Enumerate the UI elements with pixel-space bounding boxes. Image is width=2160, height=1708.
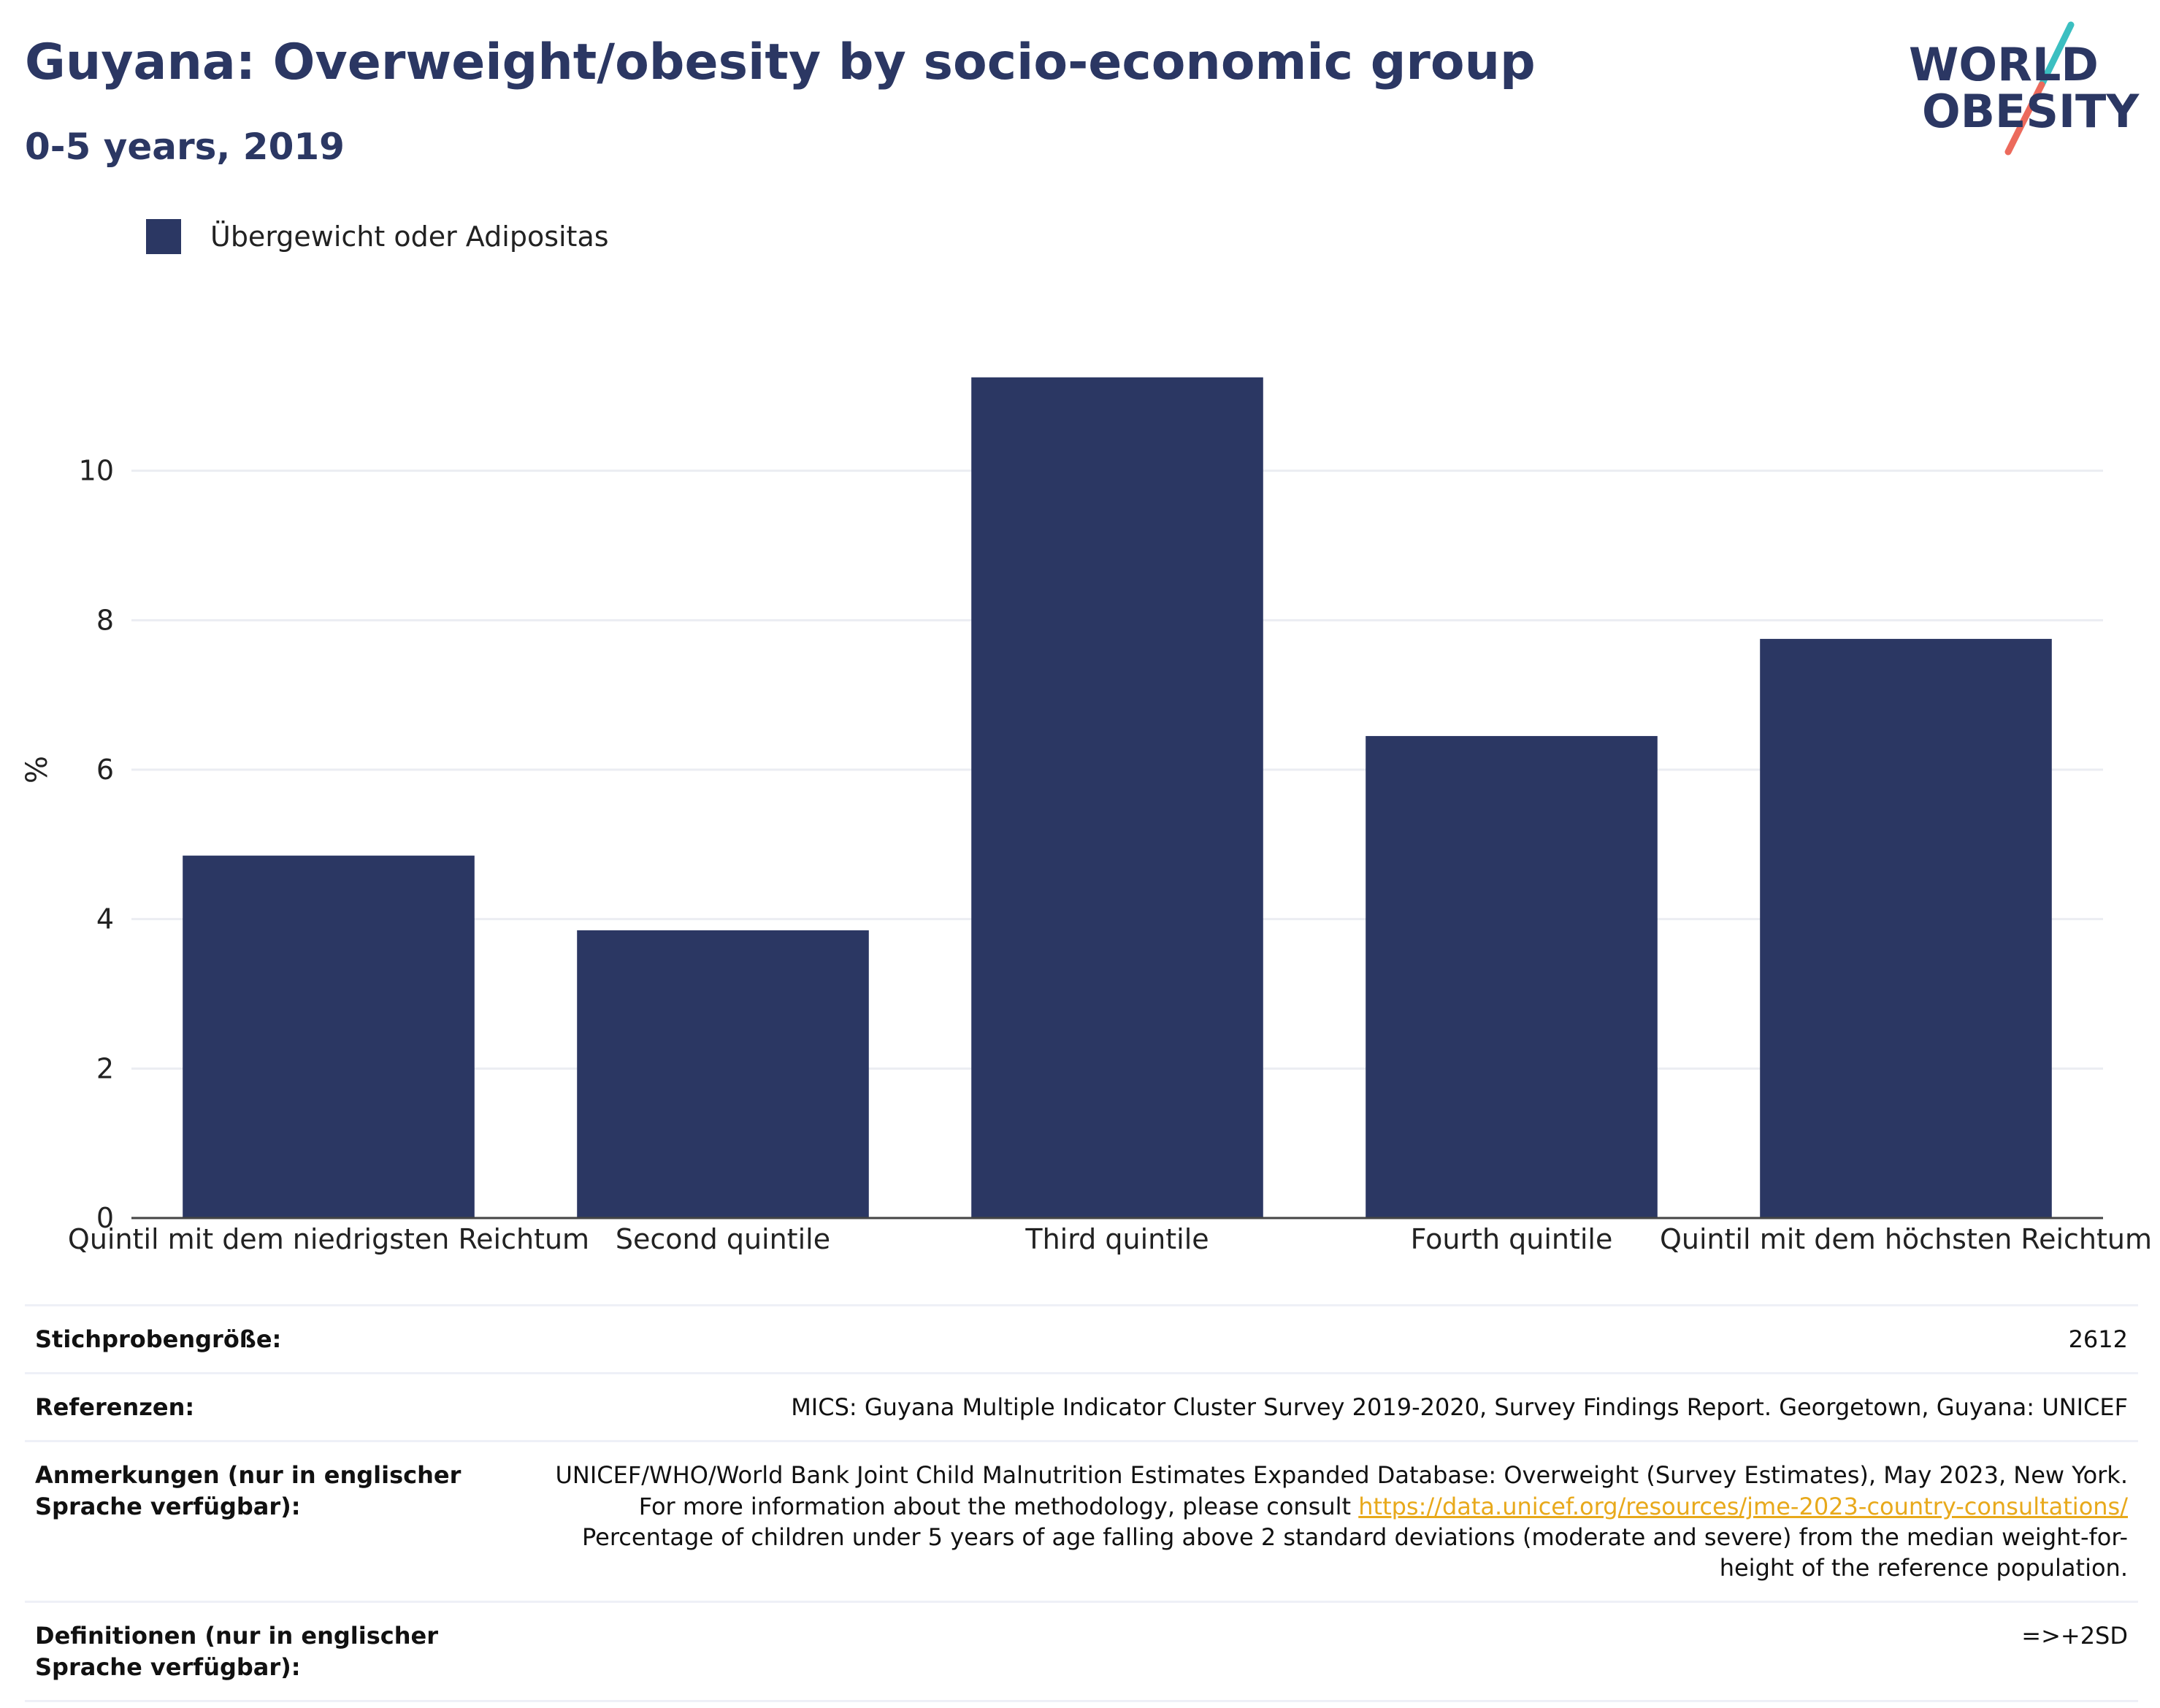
chart-title: Guyana: Overweight/obesity by socio-econ… xyxy=(25,34,1536,91)
x-tick-label: Fourth quintile xyxy=(1411,1223,1613,1255)
y-tick-labels: 0 2 4 6 8 10 xyxy=(79,455,114,1234)
notes-label: Anmerkungen (nur in englischer Sprache v… xyxy=(35,1461,462,1520)
bar[interactable] xyxy=(1366,735,1658,1218)
bar[interactable] xyxy=(971,377,1263,1218)
sample-size-value: 2612 xyxy=(2068,1325,2128,1353)
legend-label: Übergewicht oder Adipositas xyxy=(210,221,609,253)
x-tick-label: Quintil mit dem niedrigsten Reichtum xyxy=(68,1223,589,1255)
world-obesity-logo: WORLD OBESITY xyxy=(1909,21,2140,156)
notes-text-1: UNICEF/WHO/World Bank Joint Child Malnut… xyxy=(555,1461,2129,1520)
info-row-references: Referenzen: MICS: Guyana Multiple Indica… xyxy=(25,1373,2138,1441)
definitions-value: =>+2SD xyxy=(2021,1622,2128,1650)
logo-text-world: WORLD xyxy=(1909,38,2099,91)
legend-swatch xyxy=(146,219,181,254)
info-table: Stichprobengröße: 2612 Referenzen: MICS:… xyxy=(25,1304,2138,1702)
y-axis-title: % xyxy=(20,756,54,784)
chart-legend[interactable]: Übergewicht oder Adipositas xyxy=(146,216,609,257)
x-tick-label: Third quintile xyxy=(1025,1223,1209,1255)
info-row-sample-size: Stichprobengröße: 2612 xyxy=(25,1305,2138,1374)
bar-chart: 0 2 4 6 8 10 Quintil mit dem niedrigsten Reic… xyxy=(20,377,2152,1255)
info-row-definitions: Definitionen (nur in englischer Sprache … xyxy=(25,1601,2138,1701)
notes-link[interactable]: https://data.unicef.org/resources/jme-20… xyxy=(1358,1492,2128,1520)
y-tick-label: 6 xyxy=(96,754,114,786)
logo-text-obesity: OBESITY xyxy=(1922,85,2140,138)
info-row-notes: Anmerkungen (nur in englischer Sprache v… xyxy=(25,1441,2138,1602)
y-tick-label: 4 xyxy=(96,903,114,935)
logo-slash-coral xyxy=(2004,81,2045,156)
notes-text-2: Percentage of children under 5 years of … xyxy=(582,1523,2128,1582)
x-tick-label: Second quintile xyxy=(616,1223,830,1255)
y-tick-label: 0 xyxy=(96,1202,114,1234)
x-tick-label: Quintil mit dem höchsten Reichtum xyxy=(1660,1223,2152,1255)
logo-slash-teal xyxy=(2038,21,2075,88)
sample-size-label: Stichprobengröße: xyxy=(35,1325,282,1353)
bars xyxy=(183,377,2052,1218)
definitions-label: Definitionen (nur in englischer Sprache … xyxy=(35,1622,438,1681)
references-value: MICS: Guyana Multiple Indicator Cluster … xyxy=(791,1393,2128,1422)
references-label: Referenzen: xyxy=(35,1393,195,1422)
bar[interactable] xyxy=(1760,638,2052,1218)
x-tick-labels: Quintil mit dem niedrigsten Reichtum Seco… xyxy=(68,1223,2152,1255)
y-tick-label: 2 xyxy=(96,1052,114,1084)
bar[interactable] xyxy=(183,855,475,1218)
y-tick-label: 10 xyxy=(79,455,114,487)
chart-subtitle: 0-5 years, 2019 xyxy=(25,126,345,168)
bar[interactable] xyxy=(577,930,869,1218)
y-tick-label: 8 xyxy=(96,604,114,636)
notes-value: UNICEF/WHO/World Bank Joint Child Malnut… xyxy=(542,1441,2138,1602)
